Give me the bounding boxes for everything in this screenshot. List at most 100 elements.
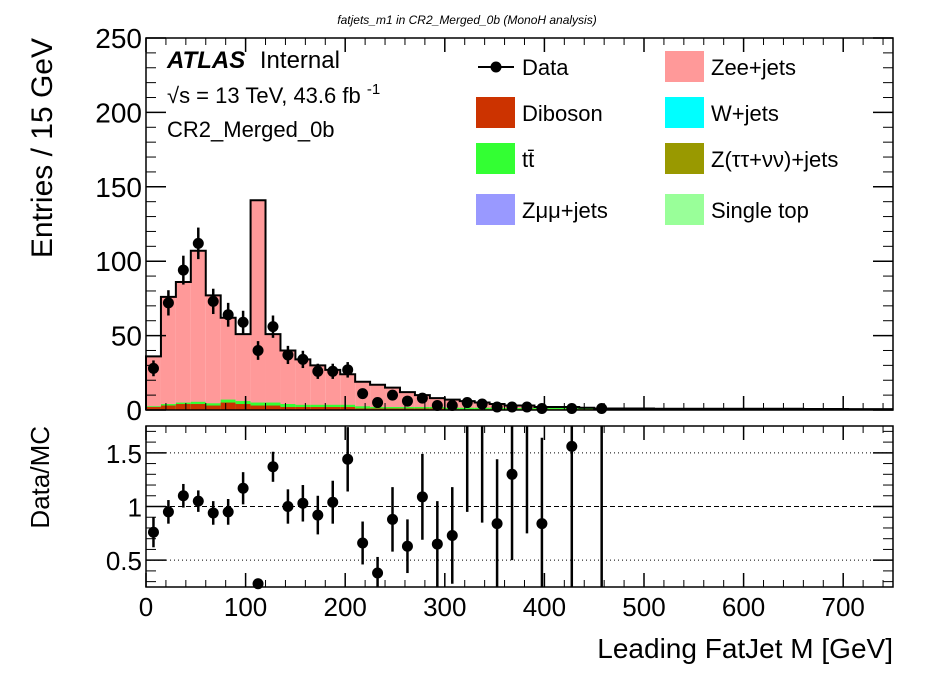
mc-bin-diboson — [310, 407, 326, 410]
ratio-frame — [145, 425, 894, 588]
ratio-point — [566, 440, 578, 452]
ratio-tick-label: 0.5 — [106, 546, 142, 576]
ratio-tick-label: 1.5 — [106, 439, 142, 469]
ratio-point — [491, 518, 503, 530]
main-frame — [145, 37, 894, 411]
x-axis-title: Leading FatJet M [GeV] — [597, 633, 893, 664]
data-point — [177, 264, 189, 276]
legend: Data Zee+jets Diboson W+jets tt̄ Z(ττ+νν)+jet… — [476, 51, 838, 225]
legend-swatch — [476, 97, 515, 128]
main-panel: 0 50 100 150 200 250 — [95, 23, 894, 426]
x-tick-label: 0 — [139, 592, 153, 622]
data-point — [372, 397, 384, 409]
ratio-point — [297, 497, 309, 509]
ratio-points — [147, 426, 603, 590]
ratio-point — [207, 507, 219, 519]
ratio-point — [357, 537, 369, 549]
y-tick-label: 150 — [95, 172, 142, 203]
ratio-point — [222, 506, 234, 518]
data-point — [431, 400, 443, 412]
mc-bin-zee — [280, 350, 296, 410]
mc-bin-zee — [295, 359, 311, 410]
data-point — [222, 309, 234, 321]
data-point — [162, 297, 174, 309]
mc-bin-diboson — [220, 402, 236, 410]
ratio-point — [267, 461, 279, 473]
chart-title: fatjets_m1 in CR2_Merged_0b (MonoH analy… — [337, 13, 596, 27]
ratio-point — [162, 506, 174, 518]
energy-label: √s = 13 TeV, 43.6 fb — [167, 83, 361, 108]
y-tick-label: 0 — [126, 395, 142, 426]
mc-stack — [145, 199, 893, 411]
legend-label: Zee+jets — [711, 55, 796, 80]
mc-bin-ttbar — [579, 408, 595, 410]
data-point — [491, 401, 503, 413]
x-tick-label: 100 — [224, 592, 267, 622]
mc-bin-ttbar — [549, 408, 565, 410]
data-point — [461, 397, 473, 409]
ratio-point — [536, 518, 548, 530]
svg-text:ATLAS Internal: ATLAS Internal — [166, 47, 340, 74]
internal-label: Internal — [260, 47, 340, 74]
ratio-point — [401, 540, 413, 552]
ratio-gridlines — [146, 452, 893, 561]
ratio-point — [431, 538, 443, 550]
data-point — [237, 316, 249, 328]
mc-bin-zee — [265, 334, 281, 410]
mc-bin-zee — [325, 369, 341, 410]
data-point — [357, 388, 369, 400]
ratio-axis-ticks: 0.5 1 1.5 0 100 200 300 400 500 600 700 — [106, 426, 893, 622]
legend-swatch — [665, 97, 704, 128]
y-axis-title: Entries / 15 GeV — [26, 38, 59, 258]
mc-bin-zee — [340, 374, 356, 410]
data-point — [506, 401, 518, 413]
mc-bin-ttbar — [355, 406, 371, 410]
data-point — [401, 395, 413, 407]
data-point — [312, 365, 324, 377]
energy-superscript: -1 — [367, 81, 380, 98]
ratio-tick-label: 1 — [128, 493, 142, 523]
data-point — [327, 365, 339, 377]
y-tick-label: 200 — [95, 97, 142, 128]
data-point — [342, 364, 354, 376]
ratio-point — [327, 496, 339, 508]
ratio-point — [372, 567, 384, 579]
legend-swatch — [665, 194, 704, 225]
ratio-point — [416, 491, 428, 503]
legend-label: Diboson — [522, 101, 603, 126]
x-tick-label: 500 — [622, 592, 665, 622]
data-point — [446, 400, 458, 412]
ratio-panel: 0.5 1 1.5 0 100 200 300 400 500 600 700 — [106, 425, 894, 622]
legend-swatch — [665, 51, 704, 82]
y-tick-label: 100 — [95, 246, 142, 277]
x-tick-label: 600 — [722, 592, 765, 622]
data-point — [252, 344, 264, 356]
legend-swatch — [665, 143, 704, 174]
legend-label: Zμμ+jets — [522, 198, 608, 223]
data-point — [566, 403, 578, 415]
legend-label: Single top — [711, 198, 809, 223]
data-point — [267, 321, 279, 333]
mc-bin-zee — [310, 365, 326, 410]
data-point — [147, 362, 159, 374]
legend-swatch — [476, 143, 515, 174]
x-tick-label: 200 — [324, 592, 367, 622]
ratio-point — [342, 453, 354, 465]
ratio-point — [312, 509, 324, 521]
ratio-point — [506, 468, 518, 480]
atlas-label: ATLAS — [166, 47, 245, 74]
legend-label: W+jets — [711, 101, 779, 126]
data-point — [596, 403, 608, 415]
ratio-point — [147, 526, 159, 538]
y-tick-label: 250 — [95, 23, 142, 54]
data-point — [192, 237, 204, 249]
data-point — [536, 403, 548, 415]
mc-bin-zee — [205, 295, 221, 410]
mc-bin-diboson — [190, 404, 206, 410]
data-point — [521, 401, 533, 413]
y-tick-label: 50 — [111, 321, 142, 352]
legend-data-marker — [490, 61, 502, 73]
x-tick-label: 400 — [523, 592, 566, 622]
mc-bin-diboson — [340, 407, 356, 410]
